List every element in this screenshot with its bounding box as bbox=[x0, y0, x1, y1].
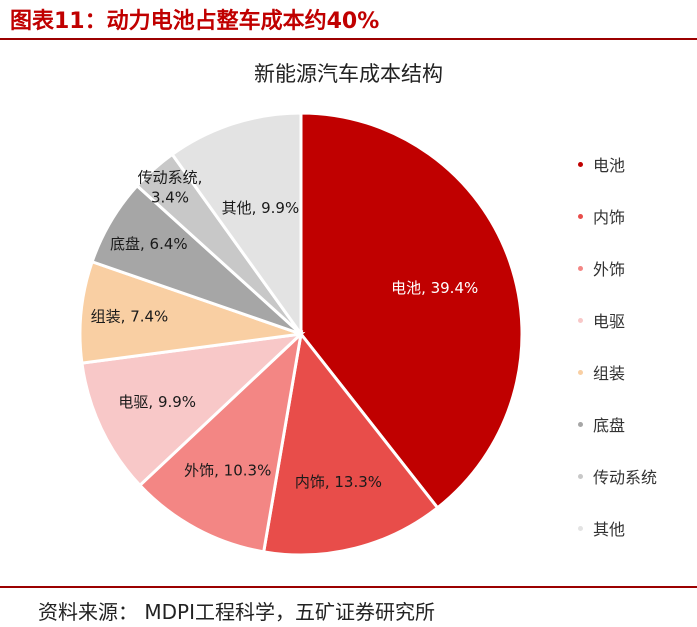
legend-item-5: 组装 bbox=[578, 346, 688, 398]
slice-label-3: 外饰, 10.3% bbox=[184, 461, 271, 479]
source-note: 资料来源： MDPI工程科学，五矿证券研究所 bbox=[38, 600, 435, 624]
figure-title: 图表11：动力电池占整车成本约40% bbox=[10, 9, 380, 34]
slice-label-7: 传动系统, 3.4% bbox=[138, 168, 203, 206]
legend-swatch bbox=[578, 369, 583, 375]
slice-label-5: 组装, 7.4% bbox=[91, 308, 169, 326]
slice-label-4: 电驱, 9.9% bbox=[118, 393, 196, 411]
pie-slice-8 bbox=[170, 111, 303, 339]
legend-label: 外饰 bbox=[593, 260, 626, 279]
legend-item-1: 电池 bbox=[578, 138, 688, 190]
slice-label-1: 电池, 39.4% bbox=[391, 279, 478, 297]
pie-slice-2 bbox=[261, 330, 440, 557]
legend-label: 内饰 bbox=[593, 208, 626, 227]
legend-swatch bbox=[578, 421, 583, 427]
header-divider bbox=[0, 38, 697, 40]
legend-swatch bbox=[578, 317, 583, 323]
pie-slice-5 bbox=[78, 259, 302, 365]
legend-item-2: 内饰 bbox=[578, 190, 688, 242]
pie-slice-3 bbox=[137, 329, 304, 554]
legend-label: 传动系统 bbox=[593, 468, 658, 487]
legend-label: 组装 bbox=[593, 364, 626, 383]
slice-label-6: 底盘, 6.4% bbox=[110, 235, 188, 253]
chart-title: 新能源汽车成本结构 bbox=[254, 62, 443, 86]
legend-swatch bbox=[578, 525, 583, 531]
legend-swatch bbox=[578, 473, 583, 479]
legend-item-8: 其他 bbox=[578, 502, 688, 554]
legend-swatch bbox=[578, 161, 583, 167]
chart-legend: 电池内饰外饰电驱组装底盘传动系统其他 bbox=[578, 138, 688, 554]
legend-swatch bbox=[578, 213, 583, 219]
legend-item-6: 底盘 bbox=[578, 398, 688, 450]
pie-slice-4 bbox=[80, 331, 306, 488]
legend-label: 其他 bbox=[593, 520, 626, 539]
legend-label: 底盘 bbox=[593, 416, 626, 435]
legend-label: 电池 bbox=[593, 156, 626, 175]
legend-item-7: 传动系统 bbox=[578, 450, 688, 502]
legend-label: 电驱 bbox=[593, 312, 626, 331]
slice-label-2: 内饰, 13.3% bbox=[295, 473, 382, 491]
legend-swatch bbox=[578, 265, 583, 271]
pie-slice-1 bbox=[299, 111, 524, 510]
report-header: 图表11：动力电池占整车成本约40% bbox=[0, 0, 697, 44]
legend-item-4: 电驱 bbox=[578, 294, 688, 346]
slice-label-8: 其他, 9.9% bbox=[222, 199, 300, 217]
footer-divider bbox=[0, 586, 697, 588]
legend-item-3: 外饰 bbox=[578, 242, 688, 294]
